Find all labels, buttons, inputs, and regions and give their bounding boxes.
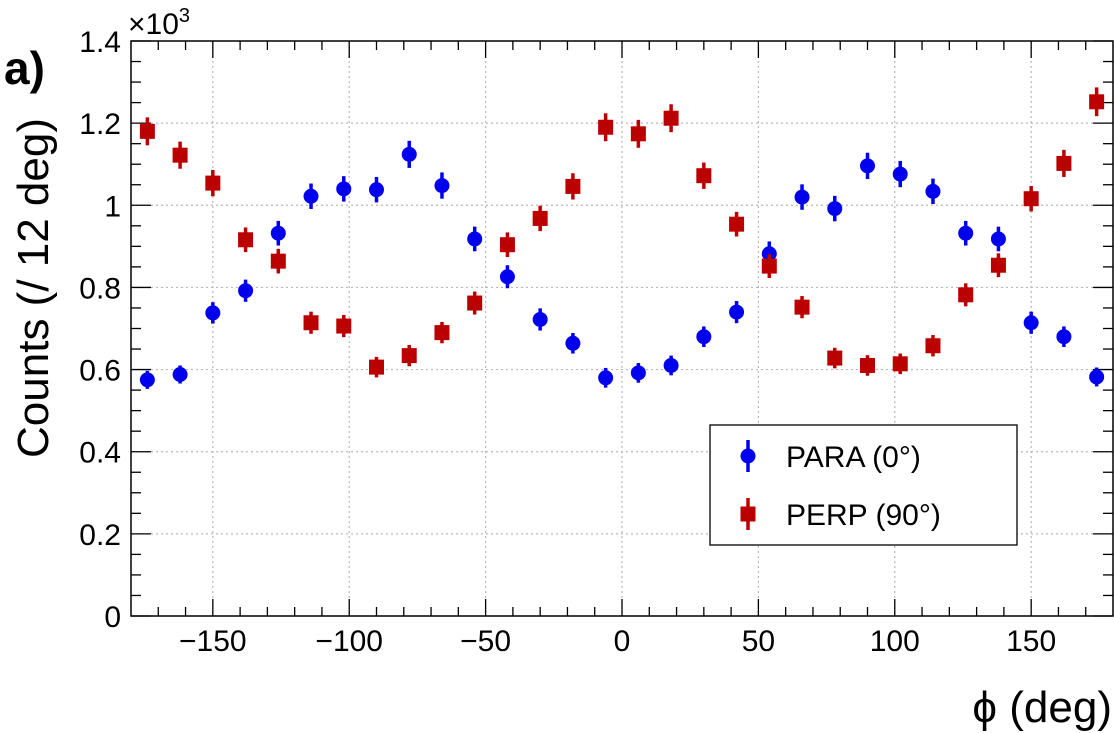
data-point	[1089, 369, 1105, 385]
x-tick-label: 0	[614, 625, 631, 658]
data-point	[860, 158, 875, 174]
data-point	[761, 258, 777, 274]
legend-marker-square	[740, 506, 756, 522]
data-point	[565, 335, 581, 351]
data-point	[958, 287, 974, 303]
data-point	[860, 357, 875, 373]
data-point	[827, 350, 843, 366]
series-para	[139, 140, 1105, 389]
data-point	[369, 182, 384, 198]
y-tick-label: 1.2	[79, 108, 121, 141]
data-point	[827, 201, 843, 217]
y-tick-label: 0	[104, 601, 121, 634]
legend-label: PERP (90°)	[786, 499, 941, 532]
data-point	[205, 175, 221, 191]
data-point	[172, 147, 188, 163]
data-point	[663, 357, 679, 373]
data-point	[696, 329, 712, 345]
data-series	[139, 87, 1105, 389]
y-tick-label: 1.4	[79, 26, 121, 59]
data-point	[532, 311, 548, 327]
data-point	[598, 119, 614, 135]
legend-box	[709, 424, 1018, 546]
data-point	[565, 178, 581, 194]
data-point	[630, 126, 646, 142]
legend-marker-circle	[740, 448, 756, 464]
data-point	[729, 304, 745, 320]
legend-label: PARA (0°)	[786, 441, 921, 474]
data-point	[794, 299, 810, 315]
data-point	[696, 168, 712, 184]
data-point	[1056, 155, 1072, 171]
data-point	[925, 338, 941, 354]
data-point	[663, 110, 679, 126]
y-tick-label: 1	[104, 190, 121, 223]
y-tick-label: 0.2	[79, 519, 121, 552]
data-point	[467, 231, 483, 247]
data-point	[434, 178, 450, 194]
data-point	[336, 181, 352, 197]
data-point	[729, 216, 745, 232]
y-tick-label: 0.6	[79, 355, 121, 388]
axis-ticks: −150 −100 −50 0 50 100 150 0 0.2 0.4 0.6 0.8 1 1.2 1.4	[79, 26, 1113, 658]
y-exponent-label: ×103	[128, 5, 190, 41]
y-axis-label: Counts (/ 12 deg)	[9, 118, 58, 458]
panel-label: a)	[4, 42, 45, 94]
x-tick-label: 150	[1006, 625, 1056, 658]
data-point	[499, 237, 515, 253]
data-point	[434, 325, 450, 341]
data-point	[598, 370, 614, 386]
data-point	[761, 246, 777, 262]
data-point	[794, 189, 810, 205]
data-point	[467, 295, 483, 311]
data-point	[401, 348, 417, 364]
data-point	[238, 232, 254, 248]
data-point	[238, 283, 254, 299]
data-point	[532, 210, 548, 226]
grid	[131, 41, 1113, 616]
legend: PARA (0°) PERP (90°)	[709, 424, 1018, 546]
data-point	[892, 356, 908, 372]
data-point	[139, 123, 155, 139]
data-point	[1056, 329, 1072, 345]
data-point	[958, 225, 974, 241]
data-point	[336, 318, 352, 334]
x-tick-label: −150	[179, 625, 247, 658]
y-exponent-base: ×10	[128, 8, 179, 41]
data-point	[990, 257, 1006, 273]
data-point	[925, 183, 941, 199]
y-tick-label: 0.8	[79, 272, 121, 305]
data-point	[270, 253, 286, 269]
y-tick-label: 0.4	[79, 437, 121, 470]
data-point	[369, 359, 384, 375]
data-point	[1089, 94, 1105, 110]
data-point	[139, 372, 155, 388]
data-point	[1023, 315, 1039, 331]
data-point	[1023, 191, 1039, 207]
x-tick-label: −50	[460, 625, 511, 658]
y-exponent-power: 3	[179, 5, 190, 27]
data-point	[990, 231, 1006, 247]
x-axis-label: ϕ (deg)	[972, 683, 1112, 732]
data-point	[172, 367, 188, 382]
data-point	[630, 365, 646, 381]
data-point	[401, 146, 417, 162]
data-point	[270, 225, 286, 241]
data-point	[303, 315, 319, 331]
data-point	[892, 166, 908, 182]
x-tick-label: −100	[315, 625, 383, 658]
data-point	[205, 305, 221, 321]
data-point	[499, 269, 515, 285]
x-tick-label: 50	[742, 625, 775, 658]
data-point	[303, 188, 319, 204]
x-tick-label: 100	[870, 625, 920, 658]
series-perp	[139, 87, 1105, 378]
